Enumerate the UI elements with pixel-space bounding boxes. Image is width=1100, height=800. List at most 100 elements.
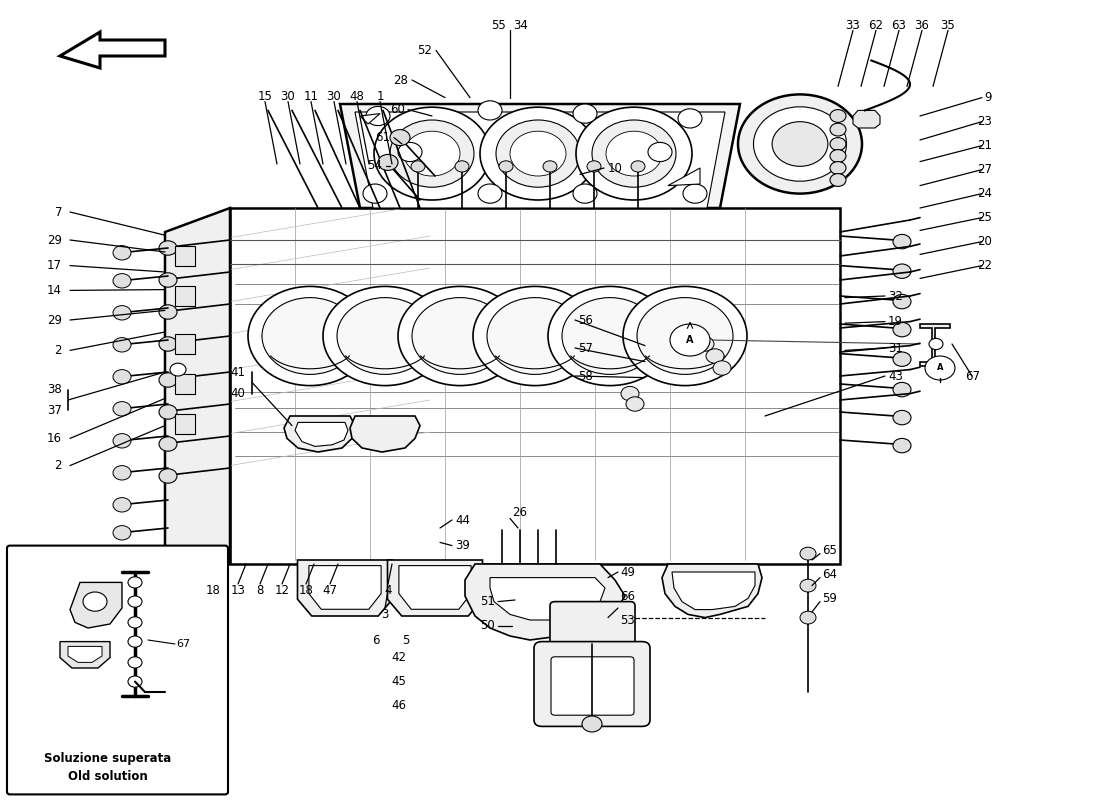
FancyBboxPatch shape [551, 657, 634, 715]
Circle shape [366, 106, 390, 126]
Text: 58: 58 [578, 370, 593, 382]
Circle shape [830, 110, 846, 122]
Text: 32: 32 [888, 290, 903, 302]
Circle shape [363, 184, 387, 203]
Circle shape [160, 337, 177, 351]
Circle shape [696, 337, 714, 351]
Circle shape [487, 298, 583, 374]
Polygon shape [360, 114, 379, 124]
Text: 29: 29 [47, 234, 62, 246]
Polygon shape [60, 32, 165, 68]
Polygon shape [297, 560, 393, 616]
Text: 37: 37 [47, 404, 62, 417]
Text: 44: 44 [455, 514, 470, 526]
Circle shape [496, 120, 580, 187]
Text: la passione per la Ferrari: la passione per la Ferrari [388, 346, 712, 534]
Text: 25: 25 [977, 211, 992, 224]
Text: 39: 39 [455, 539, 470, 552]
Text: 38: 38 [47, 383, 62, 396]
Text: A: A [937, 363, 944, 373]
Circle shape [800, 611, 816, 624]
Text: 61: 61 [375, 131, 390, 144]
Text: Old solution: Old solution [68, 770, 147, 782]
Circle shape [606, 131, 662, 176]
Circle shape [128, 596, 142, 607]
Text: 41: 41 [230, 366, 245, 378]
FancyBboxPatch shape [7, 546, 228, 794]
Circle shape [573, 184, 597, 203]
Circle shape [128, 577, 142, 588]
Circle shape [893, 382, 911, 397]
Circle shape [113, 246, 131, 260]
Circle shape [621, 386, 639, 401]
Circle shape [510, 131, 566, 176]
Circle shape [772, 122, 828, 166]
Circle shape [893, 410, 911, 425]
Polygon shape [60, 642, 110, 668]
Polygon shape [490, 578, 605, 620]
Text: 33: 33 [846, 19, 860, 32]
Text: 30: 30 [280, 90, 296, 102]
Polygon shape [399, 566, 471, 610]
Circle shape [374, 107, 490, 200]
Circle shape [623, 286, 747, 386]
Circle shape [128, 676, 142, 687]
Circle shape [499, 161, 513, 172]
Circle shape [670, 324, 710, 356]
Text: 35: 35 [940, 19, 956, 32]
Circle shape [678, 109, 702, 128]
Text: 10: 10 [608, 162, 623, 174]
Text: 59: 59 [822, 592, 837, 605]
Circle shape [830, 138, 846, 150]
Text: 2: 2 [55, 459, 62, 472]
Circle shape [248, 286, 372, 386]
Circle shape [128, 657, 142, 668]
Text: 4: 4 [384, 584, 392, 597]
Text: 51: 51 [480, 595, 495, 608]
Circle shape [113, 370, 131, 384]
Text: 52: 52 [417, 44, 432, 57]
Text: 12: 12 [275, 584, 289, 597]
Text: 9: 9 [984, 91, 992, 104]
Circle shape [113, 402, 131, 416]
Circle shape [412, 298, 508, 374]
Text: 23: 23 [977, 115, 992, 128]
Text: 21: 21 [977, 139, 992, 152]
Polygon shape [68, 646, 102, 662]
Text: 47: 47 [322, 584, 338, 597]
Text: 13: 13 [231, 584, 245, 597]
Text: 67: 67 [965, 370, 980, 382]
Bar [175, 374, 195, 394]
Text: 30: 30 [327, 90, 341, 102]
Circle shape [925, 356, 955, 380]
Text: 17: 17 [47, 259, 62, 272]
Polygon shape [672, 572, 755, 610]
Text: 46: 46 [390, 699, 406, 712]
Polygon shape [340, 104, 740, 208]
Circle shape [82, 592, 107, 611]
Polygon shape [165, 208, 230, 584]
Circle shape [113, 434, 131, 448]
Text: 27: 27 [977, 163, 992, 176]
Circle shape [398, 286, 522, 386]
Circle shape [543, 161, 557, 172]
Circle shape [683, 184, 707, 203]
Text: 14: 14 [47, 284, 62, 297]
Circle shape [337, 298, 433, 374]
Text: 43: 43 [888, 370, 903, 382]
Circle shape [893, 294, 911, 309]
Circle shape [262, 298, 358, 374]
Polygon shape [668, 168, 700, 186]
Text: 8: 8 [256, 584, 264, 597]
Circle shape [631, 161, 645, 172]
Text: 63: 63 [892, 19, 906, 32]
Text: 65: 65 [822, 544, 837, 557]
Circle shape [455, 161, 469, 172]
Circle shape [893, 352, 911, 366]
Text: 42: 42 [390, 651, 406, 664]
Circle shape [113, 526, 131, 540]
Text: 19: 19 [888, 315, 903, 328]
Text: 22: 22 [977, 259, 992, 272]
Polygon shape [70, 582, 122, 628]
Text: 2: 2 [55, 344, 62, 357]
